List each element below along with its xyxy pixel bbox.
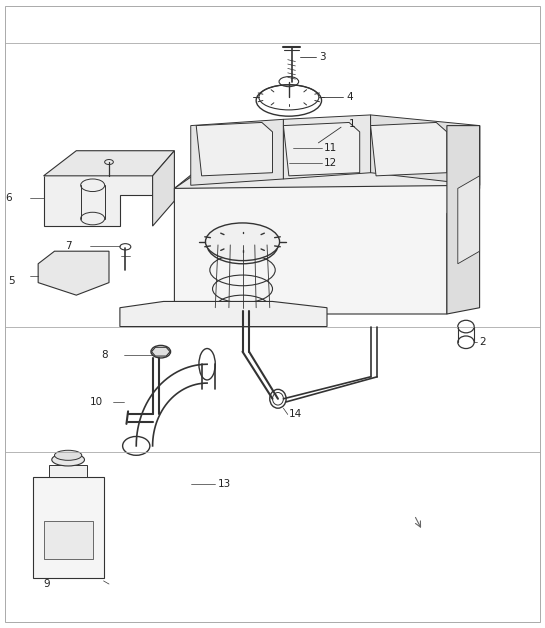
Text: 2: 2 [480,337,486,347]
Polygon shape [447,126,480,314]
Polygon shape [49,465,87,477]
Ellipse shape [52,453,84,466]
Polygon shape [44,151,174,176]
Ellipse shape [54,450,82,460]
Polygon shape [283,115,371,179]
Polygon shape [153,151,174,226]
Polygon shape [38,251,109,295]
Text: 11: 11 [324,143,337,153]
Polygon shape [174,126,480,314]
Polygon shape [120,301,327,327]
Text: 12: 12 [324,158,337,168]
Text: 3: 3 [319,51,325,62]
Ellipse shape [205,223,280,261]
Polygon shape [371,115,480,185]
Polygon shape [196,122,272,176]
Polygon shape [33,477,104,578]
Text: 13: 13 [218,479,231,489]
Polygon shape [371,122,447,176]
Polygon shape [191,119,283,185]
Text: 5: 5 [8,276,15,286]
Text: 10: 10 [90,397,103,407]
Polygon shape [458,176,480,264]
Text: 8: 8 [101,350,107,360]
Polygon shape [283,122,360,176]
Polygon shape [174,126,480,188]
Polygon shape [152,347,170,356]
Text: 6: 6 [5,193,12,203]
Text: 1: 1 [349,119,355,129]
Bar [44,521,93,559]
Text: 4: 4 [346,92,353,102]
Text: 7: 7 [65,241,72,251]
Text: 9: 9 [44,579,50,589]
Text: 14: 14 [289,409,302,420]
Polygon shape [44,176,153,226]
